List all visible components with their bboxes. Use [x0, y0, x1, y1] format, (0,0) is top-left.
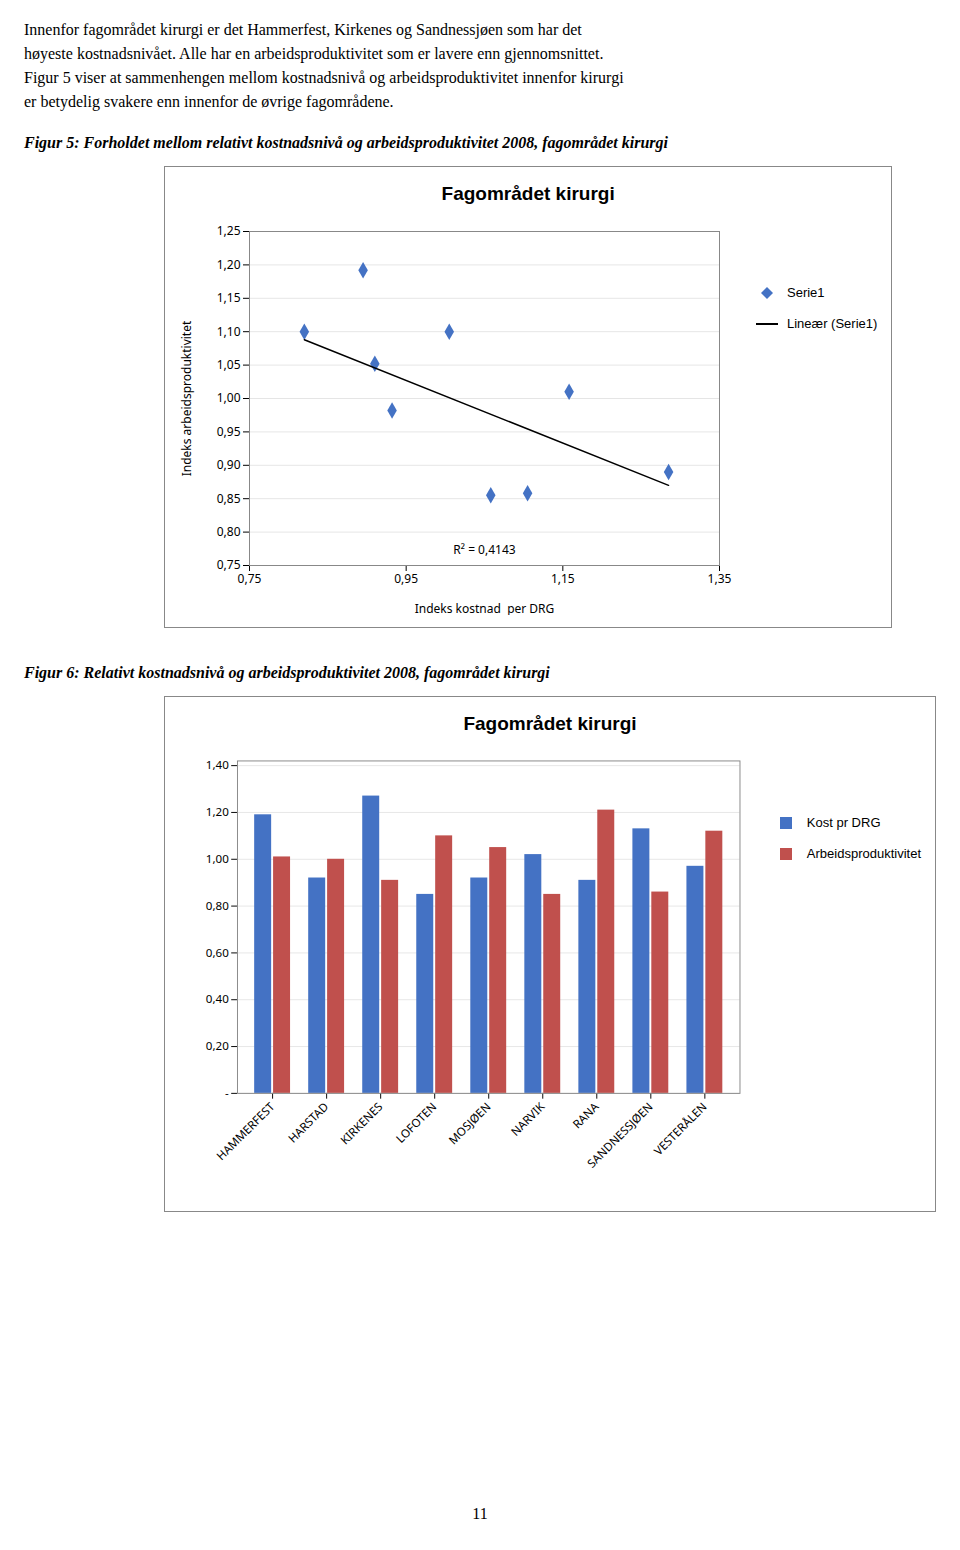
html-text:Fagområdet kirurgi: Fagområdet kirurgi — [463, 713, 637, 734]
svg-text:0,75: 0,75 — [238, 570, 262, 587]
html-text:er betydelig svakere enn innen: er betydelig svakere enn innenfor de øvr… — [24, 93, 394, 110]
svg-text:VESTERÅLEN: VESTERÅLEN — [651, 1099, 710, 1158]
svg-text:SANDNESSJØEN: SANDNESSJØEN — [584, 1099, 656, 1171]
html-text:Innenfor fagområdet kirurgi er: Innenfor fagområdet kirurgi er det Hamme… — [24, 21, 582, 38]
svg-text:1,05: 1,05 — [217, 356, 241, 373]
svg-text:0,80: 0,80 — [217, 523, 241, 540]
html-text:11: 11 — [472, 1505, 488, 1522]
html-text:Arbeidsproduktivitet: Arbeidsproduktivitet — [806, 846, 921, 861]
svg-text:0,95: 0,95 — [217, 423, 241, 440]
svg-text:R² = 0,4143: R² = 0,4143 — [453, 541, 515, 558]
svg-text:0,75: 0,75 — [216, 556, 241, 574]
html-text:Serie1: Serie1 — [787, 285, 825, 300]
svg-text:1,10: 1,10 — [217, 323, 241, 340]
html-text:Lineær (Serie1): Lineær (Serie1) — [787, 316, 878, 331]
svg-text:0,80: 0,80 — [206, 898, 229, 913]
svg-text:0,95: 0,95 — [394, 570, 418, 587]
html-text:Fagområdet kirurgi: Fagområdet kirurgi — [441, 183, 615, 204]
svg-text:0,90: 0,90 — [217, 456, 241, 473]
html-text:Figur 6: Relativt kostnadsnivå: Figur 6: Relativt kostnadsnivå og arbeid… — [24, 664, 550, 681]
html-text:Figur 5: Forholdet mellom rela: Figur 5: Forholdet mellom relativt kostn… — [24, 134, 668, 151]
svg-text:HAMMERFEST: HAMMERFEST — [213, 1099, 278, 1164]
svg-text:1,00: 1,00 — [206, 851, 229, 866]
svg-text:1,35: 1,35 — [708, 570, 732, 587]
svg-text:1,40: 1,40 — [206, 757, 229, 772]
svg-text:Indeks kostnad per DRG: Indeks kostnad per DRG — [415, 600, 555, 616]
svg-text:RANA: RANA — [569, 1099, 602, 1132]
svg-text:KIRKENES: KIRKENES — [337, 1099, 385, 1147]
svg-text:0,85: 0,85 — [217, 490, 241, 507]
svg-text:0,40: 0,40 — [206, 991, 229, 1006]
svg-text:HARSTAD: HARSTAD — [285, 1099, 332, 1146]
html-text:høyeste kostnadsnivået. Alle h: høyeste kostnadsnivået. Alle har en arbe… — [24, 45, 604, 62]
svg-text:MOSJØEN: MOSJØEN — [445, 1099, 493, 1147]
svg-text:LOFOTEN: LOFOTEN — [393, 1099, 440, 1146]
html-text:Kost pr DRG: Kost pr DRG — [806, 815, 881, 830]
svg-text:0,60: 0,60 — [206, 945, 229, 960]
svg-text:1,15: 1,15 — [217, 289, 241, 306]
svg-text:1,00: 1,00 — [217, 389, 241, 406]
svg-text:-: - — [225, 1085, 229, 1100]
svg-text:1,15: 1,15 — [551, 570, 575, 587]
svg-text:1,25: 1,25 — [217, 222, 241, 239]
svg-text:1,20: 1,20 — [206, 804, 229, 819]
svg-text:1,20: 1,20 — [217, 256, 241, 273]
svg-text:Indeks arbeidsproduktivitet: Indeks arbeidsproduktivitet — [179, 320, 195, 476]
html-text:Figur 5 viser at sammenhengen: Figur 5 viser at sammenhengen mellom kos… — [24, 69, 624, 86]
svg-text:0,20: 0,20 — [206, 1038, 229, 1053]
svg-text:NARVIK: NARVIK — [508, 1098, 548, 1138]
